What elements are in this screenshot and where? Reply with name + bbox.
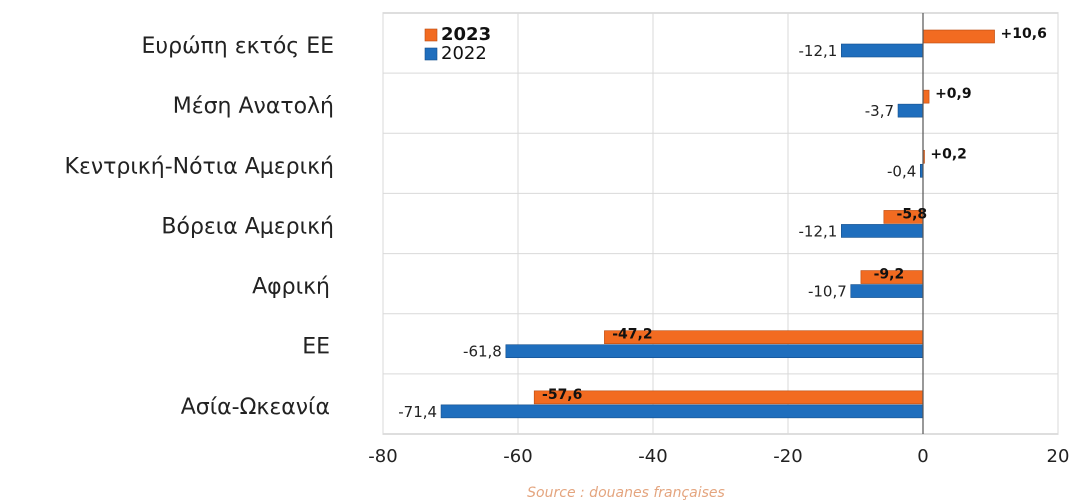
data-label-2023: -9,2 <box>874 267 905 283</box>
x-tick-label: -60 <box>503 446 532 467</box>
category-label: Μέση Ανατολή <box>173 94 334 119</box>
legend-label-2023: 2023 <box>441 24 491 45</box>
data-label-2022: -12,1 <box>799 222 838 240</box>
legend-swatch-2022 <box>424 47 438 61</box>
bar-2022 <box>897 103 924 118</box>
x-tick-label: 20 <box>1047 446 1070 467</box>
data-label-2023: -47,2 <box>612 327 652 343</box>
bar-2023 <box>922 89 930 104</box>
data-label-2022: -3,7 <box>865 102 894 120</box>
grid-lines <box>382 12 1059 435</box>
category-label: Βόρεια Αμερική <box>161 214 334 239</box>
category-label: Ευρώπη εκτός ΕΕ <box>142 34 334 59</box>
bar-2022 <box>440 404 924 419</box>
category-label: Κεντρική-Νότια Αμερική <box>65 154 334 179</box>
plot-area <box>382 12 1059 435</box>
x-tick-label: -80 <box>368 446 397 467</box>
legend-swatch-2023 <box>424 28 438 42</box>
source-note: Source : douanes françaises <box>527 485 725 501</box>
x-tick-label: -20 <box>773 446 802 467</box>
bar-2022 <box>505 344 924 359</box>
axes: -80 -60 -40 -20 0 20 <box>368 13 1069 467</box>
bar-2022 <box>841 224 924 238</box>
data-label-2022: -0,4 <box>887 162 916 180</box>
data-label-2022: -71,4 <box>398 403 437 421</box>
data-label-2023: -5,8 <box>897 206 928 222</box>
bar-2023 <box>922 29 995 44</box>
bar-2023 <box>533 390 924 405</box>
labels: Ευρώπη εκτός ΕΕ +10,6 -12,1 Μέση Ανατολή +0,… <box>65 26 1047 421</box>
x-tick-label: -40 <box>638 446 667 467</box>
legend-label-2022: 2022 <box>441 43 487 64</box>
bars <box>440 29 995 419</box>
bar-2022 <box>850 284 924 298</box>
data-label-2022: -61,8 <box>463 343 502 361</box>
data-label-2023: +0,2 <box>930 146 967 162</box>
data-label-2023: +0,9 <box>935 86 972 102</box>
data-label-2022: -10,7 <box>808 283 847 301</box>
data-label-2023: +10,6 <box>1001 26 1047 42</box>
data-label-2023: -57,6 <box>542 387 582 403</box>
bar-2022 <box>841 43 924 58</box>
category-label: ΕΕ <box>302 335 330 360</box>
data-label-2022: -12,1 <box>799 42 838 60</box>
x-tick-label: 0 <box>917 446 928 467</box>
category-label: Ασία-Ωκεανία <box>181 395 330 420</box>
category-label: Αφρική <box>252 275 330 300</box>
